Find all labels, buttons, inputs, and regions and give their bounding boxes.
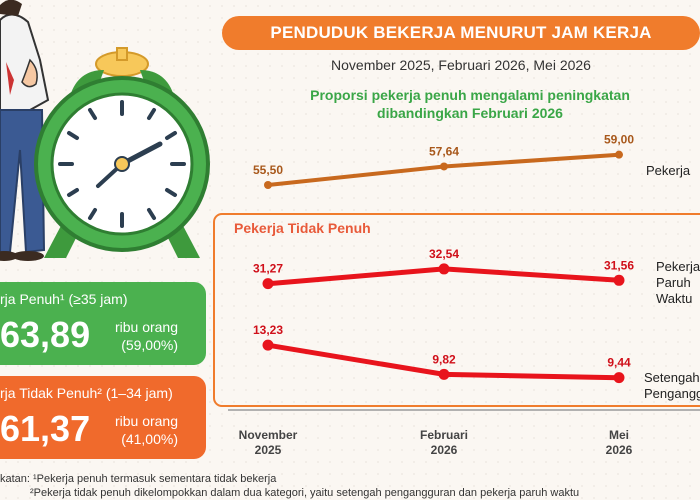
data-point: [264, 181, 272, 189]
part-worker-value: 61,37: [0, 408, 91, 449]
panel-title: Pekerja Tidak Penuh: [234, 220, 371, 236]
x-tick-label: 2025: [255, 443, 282, 457]
part-worker-unit-line-1: ribu orang: [114, 413, 178, 429]
part-worker-unit: ribu orang (41,00%): [98, 412, 178, 448]
series-label: Pengangg: [644, 386, 700, 401]
series-label: Paruh: [656, 275, 691, 290]
data-point: [613, 274, 625, 286]
full-worker-unit-line-1: ribu orang: [114, 319, 178, 335]
part-worker-unit-line-2: (41,00%): [121, 431, 178, 447]
full-worker-card: rja Penuh¹ (≥35 jam) 63,89 ribu orang (5…: [0, 282, 206, 365]
series-label: Pekerja: [646, 163, 691, 178]
data-point: [262, 278, 274, 290]
data-point: [438, 368, 450, 380]
page-subtitle: November 2025, Februari 2026, Mei 2026: [331, 57, 591, 73]
data-label: 31,27: [253, 262, 283, 276]
full-worker-value: 63,89: [0, 314, 91, 355]
x-tick-label: 2026: [431, 443, 458, 457]
full-worker-unit-line-2: (59,00%): [121, 337, 178, 353]
data-label: 13,23: [253, 323, 283, 337]
data-label: 55,50: [253, 163, 283, 177]
full-worker-label: rja Penuh¹ (≥35 jam): [0, 291, 128, 307]
person-illustration: [0, 0, 50, 261]
data-label: 9,82: [432, 352, 456, 366]
page-title: PENDUDUK BEKERJA MENURUT JAM KERJA: [222, 16, 700, 50]
data-label: 57,64: [429, 144, 459, 158]
highlight-line-1: Proporsi pekerja penuh mengalami peningk…: [310, 87, 630, 103]
data-point: [613, 372, 625, 384]
x-tick-label: November: [239, 428, 298, 442]
series-label: Setengah: [644, 370, 700, 385]
series-label: Waktu: [656, 291, 692, 306]
part-worker-card: rja Tidak Penuh² (1–34 jam) 61,37 ribu o…: [0, 376, 206, 459]
data-label: 9,44: [607, 356, 631, 370]
full-worker-unit: ribu orang (59,00%): [98, 318, 178, 354]
footnote-1: katan: ¹Pekerja penuh termasuk sementara…: [0, 473, 277, 485]
part-worker-label: rja Tidak Penuh² (1–34 jam): [0, 385, 173, 401]
data-point: [440, 162, 448, 171]
data-point: [615, 150, 623, 159]
footnote-2: ²Pekerja tidak penuh dikelompokkan dalam…: [30, 487, 580, 499]
data-point: [438, 263, 450, 275]
data-point: [262, 339, 274, 351]
data-label: 32,54: [429, 247, 459, 261]
highlight-text: Proporsi pekerja penuh mengalami peningk…: [265, 86, 675, 122]
highlight-line-2: dibandingkan Februari 2026: [377, 105, 563, 121]
data-label: 59,00: [604, 133, 634, 147]
x-tick-label: Mei: [609, 428, 629, 442]
x-tick-label: Februari: [420, 428, 468, 442]
series-label: Pekerja: [656, 259, 700, 274]
alarm-clock-illustration: [0, 0, 210, 261]
x-tick-label: 2026: [606, 443, 633, 457]
data-label: 31,56: [604, 258, 634, 272]
part-time-panel: [213, 213, 700, 407]
